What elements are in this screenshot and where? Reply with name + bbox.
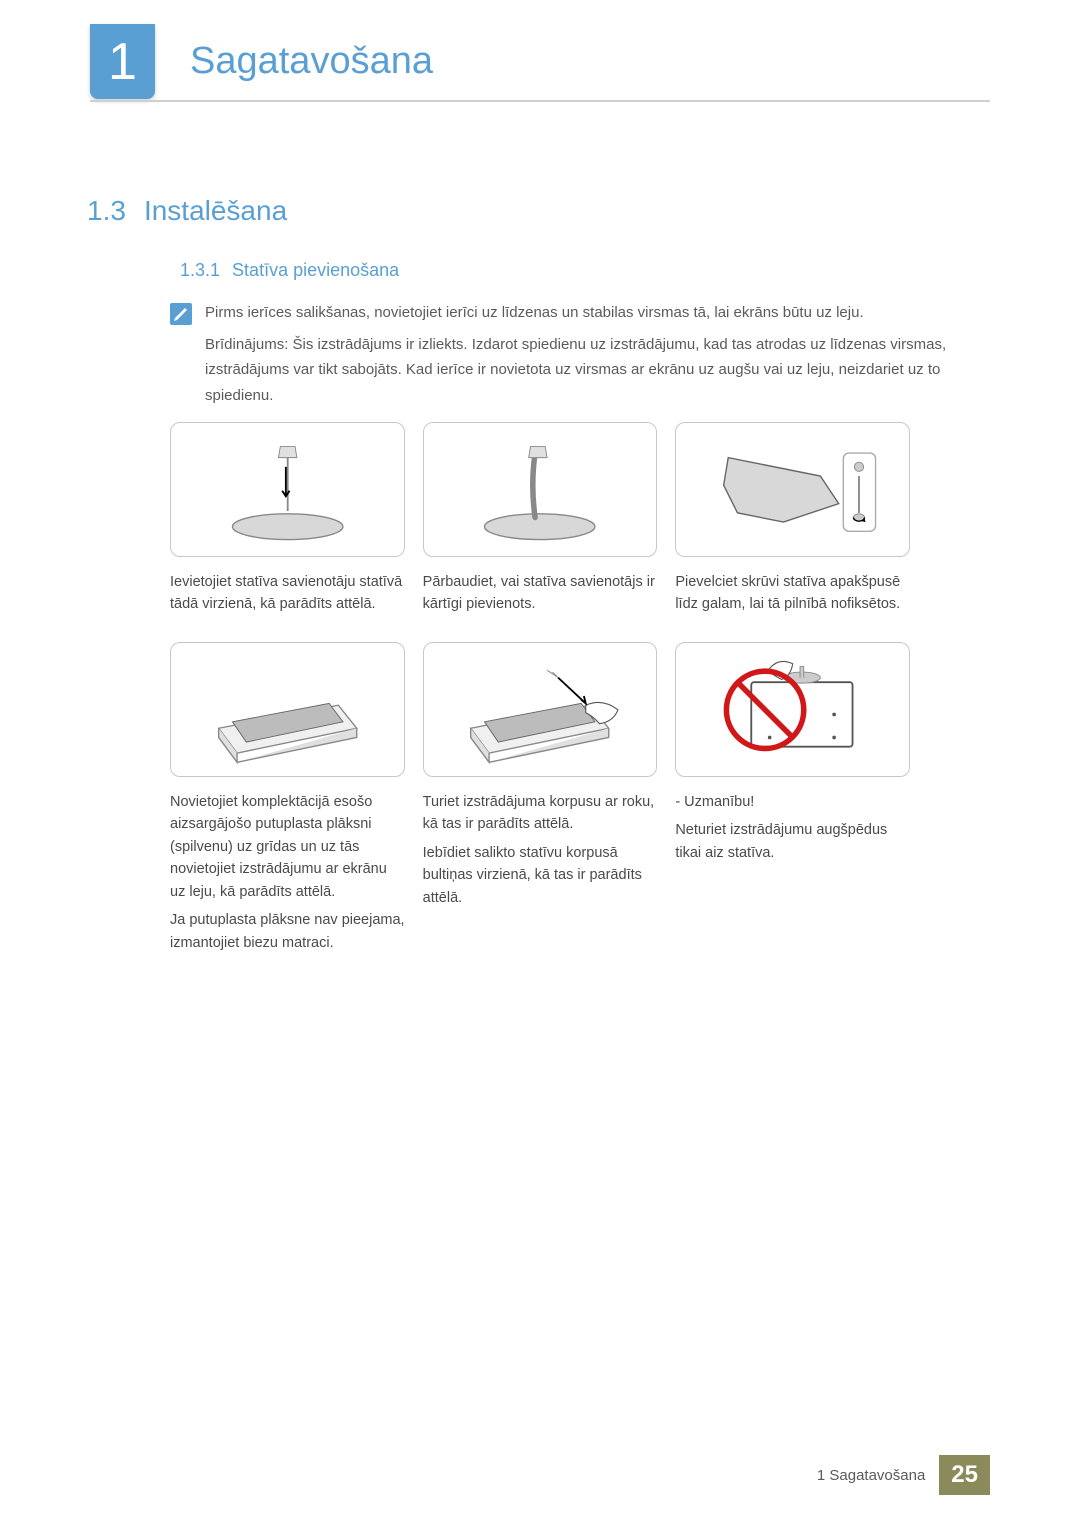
section-heading: 1.3 Instalēšana: [87, 195, 287, 227]
chapter-title: Sagatavošana: [190, 40, 433, 83]
figure-illustration: [675, 422, 910, 557]
caption-p1: Turiet izstrādājuma korpusu ar roku, kā …: [423, 791, 658, 836]
section-title: Instalēšana: [144, 195, 287, 226]
figure-illustration: [170, 422, 405, 557]
note-icon: [170, 303, 192, 325]
caption-p1: - Uzmanību!: [675, 791, 910, 813]
note-paragraph-1: Pirms ierīces salikšanas, novietojiet ie…: [205, 300, 970, 326]
page-footer: 1 Sagatavošana 25: [817, 1455, 990, 1495]
section-number: 1.3: [87, 195, 126, 226]
figure-illustration: [423, 422, 658, 557]
figure-illustration: [170, 642, 405, 777]
figure-caption: Turiet izstrādājuma korpusu ar roku, kā …: [423, 791, 658, 915]
figure-r2c3: - Uzmanību! Neturiet izstrādājumu augšpē…: [675, 642, 910, 960]
subsection-number: 1.3.1: [180, 260, 220, 280]
figure-r2c2: Turiet izstrādājuma korpusu ar roku, kā …: [423, 642, 658, 960]
figure-caption: Ievietojiet statīva savienotāju statīvā …: [170, 571, 405, 616]
note-paragraph-2: Brīdinājums: Šis izstrādājums ir izliekt…: [205, 332, 970, 409]
figure-r1c1: Ievietojiet statīva savienotāju statīvā …: [170, 422, 405, 616]
caption-p2: Ja putuplasta plāksne nav pieejama, izma…: [170, 909, 405, 954]
caption-p1: Novietojiet komplektācijā esošo aizsargā…: [170, 791, 405, 903]
figure-caption: - Uzmanību! Neturiet izstrādājumu augšpē…: [675, 791, 910, 870]
figure-caption: Novietojiet komplektācijā esošo aizsargā…: [170, 791, 405, 960]
subsection-heading: 1.3.1 Statīva pievienošana: [180, 260, 399, 281]
note-text: Pirms ierīces salikšanas, novietojiet ie…: [205, 300, 970, 414]
figure-r2c1: Novietojiet komplektācijā esošo aizsargā…: [170, 642, 405, 960]
header-divider: [90, 100, 990, 102]
figure-illustration: [675, 642, 910, 777]
caption-p2: Iebīdiet salikto statīvu korpusā bultiņa…: [423, 842, 658, 909]
footer-chapter-ref: 1 Sagatavošana: [817, 1467, 925, 1484]
figure-r1c3: Pievelciet skrūvi statīva apakšpusē līdz…: [675, 422, 910, 616]
figure-caption: Pievelciet skrūvi statīva apakšpusē līdz…: [675, 571, 910, 616]
subsection-title: Statīva pievienošana: [232, 260, 399, 280]
caption-p2: Neturiet izstrādājumu augšpēdus tikai ai…: [675, 819, 910, 864]
figure-grid: Ievietojiet statīva savienotāju statīvā …: [170, 422, 910, 960]
figure-caption: Pārbaudiet, vai statīva savienotājs ir k…: [423, 571, 658, 616]
figure-illustration: [423, 642, 658, 777]
chapter-number-badge: 1: [90, 24, 155, 99]
page-number: 25: [939, 1455, 990, 1495]
figure-r1c2: Pārbaudiet, vai statīva savienotājs ir k…: [423, 422, 658, 616]
